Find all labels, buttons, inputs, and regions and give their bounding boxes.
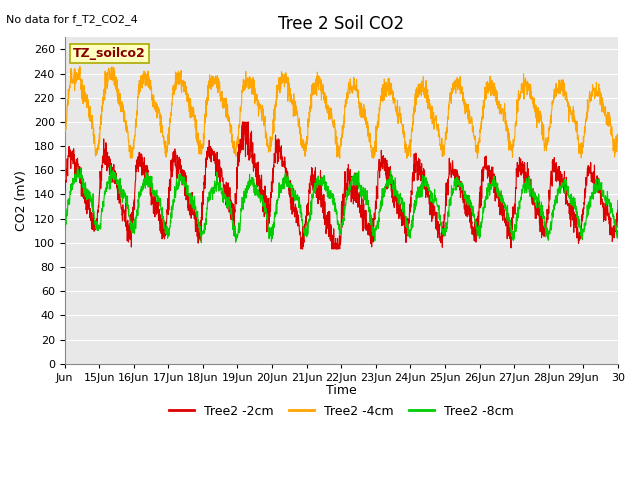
- Tree2 -4cm: [540, 122, 547, 128]
- Tree2 -2cm: [540, 225, 547, 230]
- Tree2 -8cm: [540, 211, 547, 217]
- Tree2 -8cm: [508, 231, 516, 237]
- Text: No data for f_T2_CO2_4: No data for f_T2_CO2_4: [6, 14, 138, 25]
- Tree2 -4cm: [76, 64, 84, 70]
- Legend: Tree2 -2cm, Tree2 -4cm, Tree2 -8cm: Tree2 -2cm, Tree2 -4cm, Tree2 -8cm: [164, 400, 518, 423]
- Tree2 -2cm: [607, 218, 614, 224]
- Tree2 -4cm: [116, 91, 124, 96]
- Y-axis label: CO2 (mV): CO2 (mV): [15, 170, 28, 231]
- Tree2 -4cm: [61, 139, 68, 144]
- Tree2 -2cm: [236, 152, 243, 157]
- Tree2 -2cm: [116, 186, 124, 192]
- Tree2 -8cm: [614, 228, 622, 234]
- Title: Tree 2 Soil CO2: Tree 2 Soil CO2: [278, 15, 404, 33]
- Tree2 -8cm: [236, 228, 244, 234]
- Tree2 -8cm: [116, 176, 124, 181]
- Text: TZ_soilco2: TZ_soilco2: [73, 47, 145, 60]
- Line: Tree2 -4cm: Tree2 -4cm: [65, 67, 618, 158]
- Line: Tree2 -8cm: Tree2 -8cm: [65, 166, 618, 243]
- Line: Tree2 -2cm: Tree2 -2cm: [65, 122, 618, 249]
- Tree2 -8cm: [607, 205, 614, 211]
- Tree2 -2cm: [239, 119, 246, 125]
- Tree2 -2cm: [508, 227, 516, 232]
- Tree2 -8cm: [61, 225, 68, 231]
- Tree2 -8cm: [107, 163, 115, 168]
- Tree2 -4cm: [614, 136, 622, 142]
- Tree2 -4cm: [127, 156, 134, 161]
- Tree2 -2cm: [61, 186, 68, 192]
- Tree2 -8cm: [197, 240, 205, 246]
- Tree2 -4cm: [236, 121, 244, 127]
- Tree2 -4cm: [607, 121, 614, 127]
- X-axis label: Time: Time: [326, 384, 356, 397]
- Tree2 -2cm: [614, 198, 622, 204]
- Tree2 -4cm: [508, 150, 516, 156]
- Tree2 -4cm: [375, 116, 383, 121]
- Tree2 -8cm: [375, 219, 383, 225]
- Tree2 -2cm: [297, 246, 305, 252]
- Tree2 -2cm: [375, 158, 383, 164]
